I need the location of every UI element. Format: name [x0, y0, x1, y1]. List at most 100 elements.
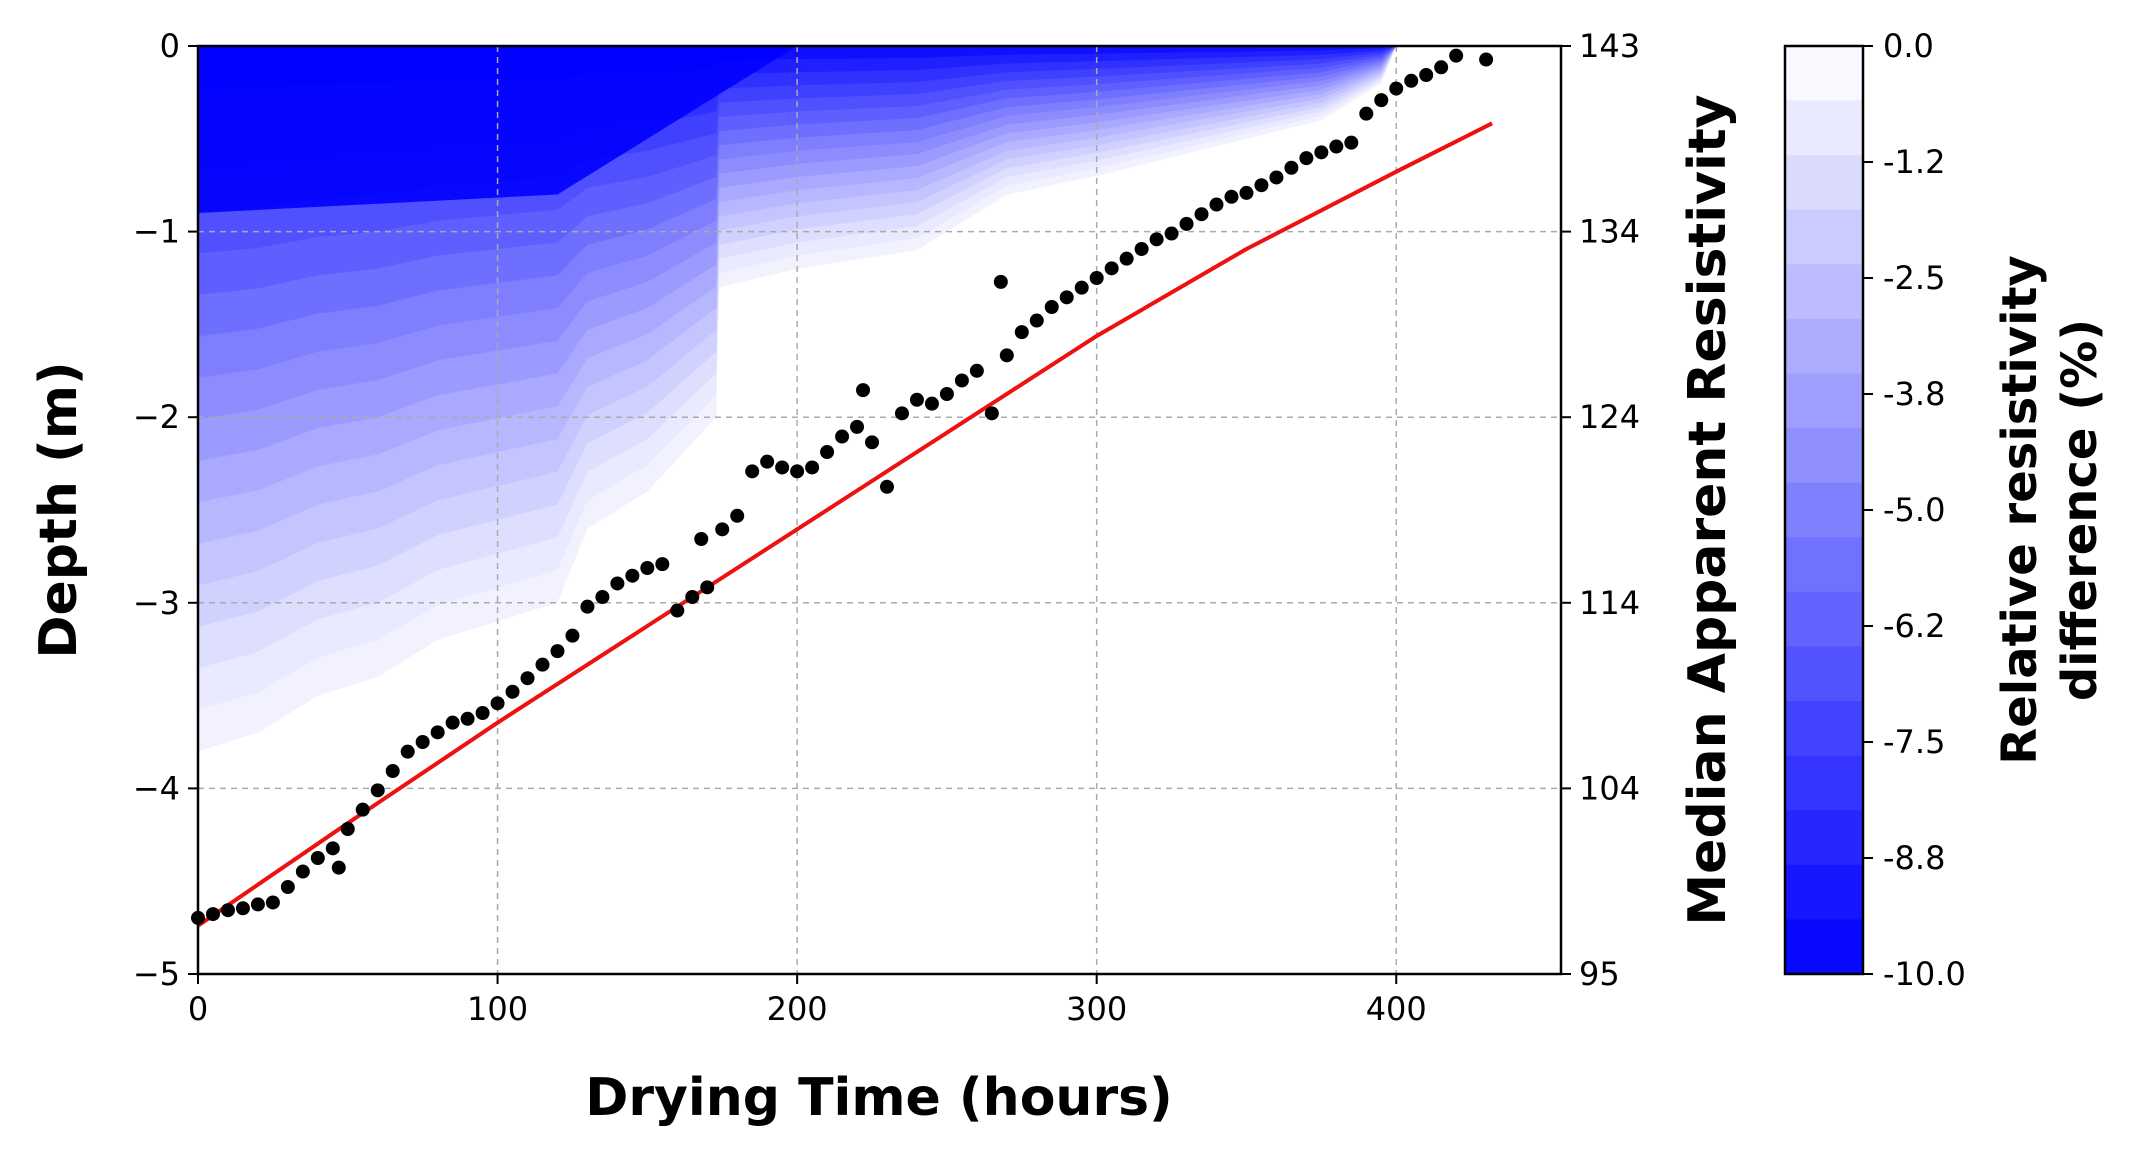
data-point [595, 590, 610, 604]
data-point [999, 348, 1014, 363]
data-point [820, 445, 835, 459]
data-point [295, 864, 310, 879]
x-tick-label: 100 [467, 990, 528, 1028]
colorbar-band [1785, 864, 1863, 920]
fit-line [198, 121, 1494, 928]
data-point [1014, 325, 1029, 340]
colorbar-tick-label: -10.0 [1883, 955, 1966, 993]
colorbar-band [1785, 428, 1863, 484]
colorbar-band [1785, 919, 1863, 975]
data-point [460, 711, 475, 726]
data-point [984, 406, 999, 421]
grid-lines [198, 46, 1561, 974]
data-point [205, 907, 220, 922]
data-point [1089, 271, 1104, 285]
data-point [700, 580, 715, 595]
colorbar-band [1785, 209, 1863, 265]
data-point [670, 603, 685, 618]
colorbar-band [1785, 591, 1863, 647]
data-point [909, 392, 924, 407]
data-point [1479, 52, 1494, 67]
colorbar-band [1785, 755, 1863, 811]
data-point [400, 744, 415, 759]
data-point [1209, 197, 1224, 212]
data-point [235, 901, 250, 916]
data-point [220, 903, 235, 918]
data-point [685, 590, 700, 604]
x-tick-label: 400 [1366, 990, 1427, 1028]
colorbar-band [1785, 482, 1863, 538]
colorbar-ticks: 0.0 -1.2 -2.5 -3.8 -5.0 -6.2 -7.5 -8.8 -10.0 [1863, 27, 1966, 993]
data-point [1269, 170, 1284, 185]
data-point [370, 783, 385, 798]
data-point [715, 522, 730, 537]
data-point [430, 725, 445, 740]
data-point [640, 561, 655, 575]
data-point [1299, 151, 1314, 166]
fit-line-layer [198, 121, 1494, 928]
x-axis-ticks: 0 100 200 300 400 [188, 974, 1427, 1028]
right-y-tick-label: 124 [1579, 398, 1640, 436]
data-point [250, 897, 265, 912]
data-point [580, 599, 595, 614]
data-point [850, 419, 865, 434]
data-point [1314, 145, 1329, 160]
data-point [535, 657, 550, 672]
data-point [694, 532, 709, 546]
colorbar-title-line2: difference (%) [2052, 319, 2108, 701]
data-point [1224, 189, 1239, 204]
data-point [1134, 242, 1149, 256]
colorbar-tick-label: 0.0 [1883, 27, 1934, 65]
data-point [655, 557, 670, 572]
y-tick-label: −1 [133, 213, 180, 251]
data-point [1359, 106, 1374, 121]
data-point [894, 406, 909, 421]
colorbar-tick-label: -5.0 [1883, 491, 1945, 529]
data-point [1449, 48, 1464, 63]
data-point [1059, 290, 1074, 305]
data-point [775, 460, 790, 475]
y-tick-label: −4 [133, 769, 180, 807]
data-point [1284, 160, 1299, 175]
colorbar-band [1785, 46, 1863, 102]
data-point [1194, 207, 1209, 222]
right-y-tick-label: 114 [1579, 584, 1640, 622]
colorbar-band [1785, 373, 1863, 429]
data-point [939, 387, 954, 401]
data-point [745, 464, 760, 479]
colorbar-band [1785, 646, 1863, 702]
data-point [340, 822, 355, 836]
data-point [954, 373, 969, 388]
y-tick-label: −3 [133, 584, 180, 622]
data-point [1419, 68, 1434, 82]
data-point [1374, 93, 1389, 108]
data-point [475, 706, 490, 720]
data-point [1404, 73, 1419, 88]
data-point [1389, 81, 1404, 96]
data-point [331, 860, 346, 875]
right-y-tick-label: 143 [1579, 27, 1640, 65]
colorbar-tick-label: -3.8 [1883, 375, 1945, 413]
colorbar-tick-label: -6.2 [1883, 607, 1945, 645]
data-point [1104, 261, 1119, 276]
data-point [1164, 226, 1179, 241]
scatter-points [191, 48, 1494, 925]
x-tick-label: 300 [1066, 990, 1127, 1028]
data-point [565, 628, 580, 643]
data-point [1119, 251, 1134, 266]
right-y-tick-label: 134 [1579, 213, 1640, 251]
data-point [1149, 232, 1164, 247]
data-point [805, 460, 820, 475]
right-y-tick-label: 104 [1579, 769, 1640, 807]
data-point [1239, 185, 1254, 200]
data-point [610, 576, 625, 591]
colorbar-band [1785, 701, 1863, 757]
data-point [1254, 178, 1269, 193]
data-point [1029, 313, 1044, 328]
data-point [1434, 60, 1449, 75]
colorbar-band [1785, 155, 1863, 211]
data-point [280, 880, 295, 894]
data-point [310, 851, 325, 865]
y-tick-label: 0 [160, 27, 180, 65]
x-tick-label: 200 [767, 990, 828, 1028]
